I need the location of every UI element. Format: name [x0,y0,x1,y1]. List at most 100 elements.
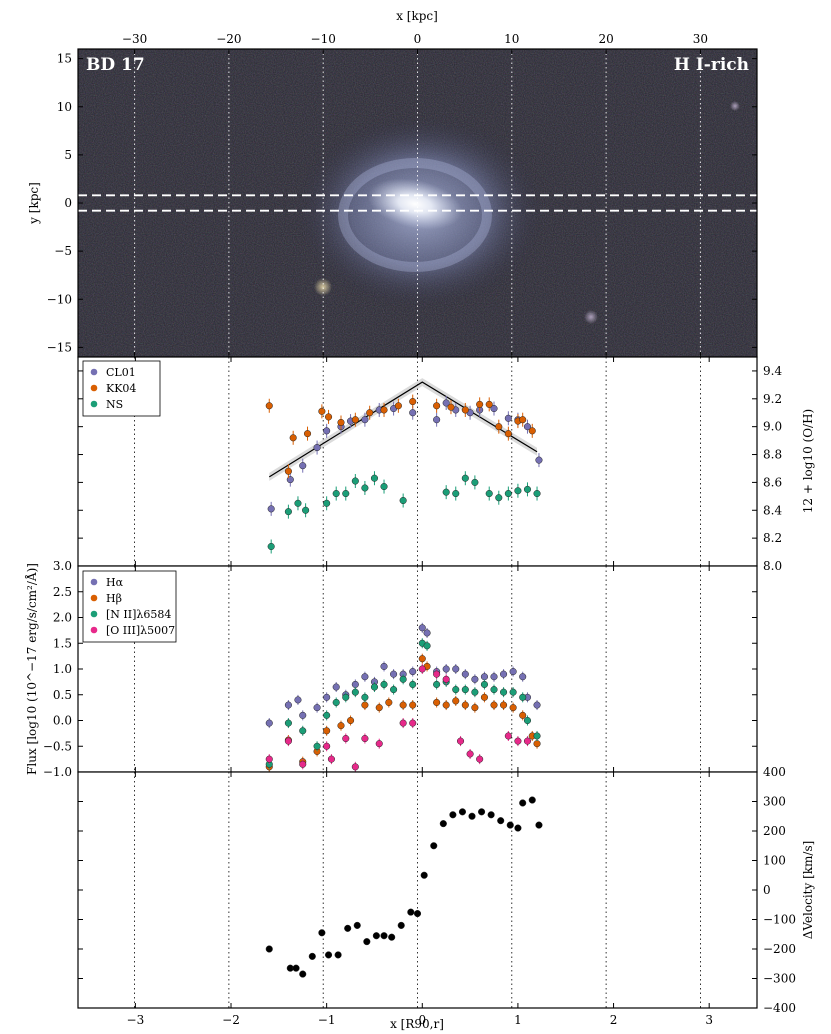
point-velocity [535,821,543,829]
foreground-star [730,101,740,111]
point-h [265,719,273,727]
point-h [423,629,431,637]
y-tick-label: 0.5 [53,688,72,702]
point-h [519,673,527,681]
legend-label-KK04: KK04 [106,382,136,395]
y-tick-label: 0 [763,883,771,897]
point-velocity [430,842,438,850]
point-n-ii-6584 [342,693,350,701]
point-h [380,662,388,670]
point-n-ii-6584 [452,686,460,694]
point-velocity [487,811,495,819]
point-h [480,673,488,681]
x-tick-label: −20 [216,32,241,46]
point-ns [485,489,493,498]
point-kk04 [318,407,326,415]
y-tick-label: 8.8 [763,448,782,462]
point-o-iii-5007 [456,737,465,745]
point-ns [267,542,275,551]
y-tick-label: 2.0 [53,611,72,625]
point-kk04 [485,400,493,408]
point-kk04 [366,409,374,417]
point-h [385,698,393,707]
point-n-ii-6584 [332,698,340,707]
point-velocity [519,799,527,807]
point-velocity [308,952,316,960]
point-kk04 [394,402,402,410]
point-kk04 [528,427,536,435]
y-tick-label: 9.4 [763,364,782,378]
point-velocity [344,924,352,932]
foreground-star [314,278,332,296]
legend-marker-NS [90,400,98,408]
point-ns [533,489,541,498]
flux-legend: Hα Hβ [N II]λ6584 [O III]λ5007 [82,570,177,643]
point-ns [442,488,450,496]
image-y-axis-label: y [kpc] [27,182,41,225]
point-kk04 [284,467,292,475]
point-h [490,673,498,681]
point-n-ii-6584 [370,683,379,691]
point-o-iii-5007 [284,737,292,745]
metallicity-legend: CL01 KK04 NS [82,360,161,417]
point-n-ii-6584 [399,675,407,683]
point-n-ii-6584 [509,688,517,696]
point-n-ii-6584 [313,742,321,750]
point-velocity [380,932,388,940]
y-tick-label: −5 [54,244,72,258]
point-velocity [407,908,415,916]
point-cl01 [313,444,321,452]
point-h [323,693,331,701]
point-ns [332,489,340,498]
point-h [399,701,407,709]
point-velocity [506,821,514,829]
point-h [409,701,417,709]
point-o-iii-5007 [476,755,484,763]
point-n-ii-6584 [490,686,498,694]
point-o-iii-5007 [265,755,273,763]
y-tick-label: −100 [763,913,796,927]
point-cl01 [299,462,307,470]
point-velocity [439,820,447,828]
point-h [452,697,460,705]
point-h [442,701,450,709]
point-velocity [497,817,505,825]
point-h [461,670,469,678]
point-velocity [413,910,422,918]
legend-label-hbeta: Hβ [106,592,122,605]
y-tick-label: 2.5 [53,585,72,599]
point-h [313,704,321,712]
point-h [284,701,292,709]
galaxy-bulge [367,178,463,230]
y-tick-label: 300 [763,795,786,809]
velocity-panel: −3 −2 −1 0 1 2 3−400−300−200−1000100200300400 … [77,765,815,1031]
x-tick-label: −3 [127,1013,145,1027]
x-tick-label: −2 [222,1013,240,1027]
legend-marker-halpha [90,578,98,586]
legend-label-NS: NS [106,398,123,411]
point-h [533,701,541,709]
point-h [409,668,417,676]
point-ns [323,499,331,507]
point-h [500,670,508,678]
y-tick-label: 8.4 [763,503,782,517]
point-cl01 [267,505,275,513]
point-o-iii-5007 [327,755,335,763]
point-cl01 [409,409,417,417]
point-h [480,693,488,701]
flux-y-axis-label: Flux [log10 (10^−17 erg/s/cm²/Å)] [24,563,39,775]
y-tick-label: 400 [763,765,786,779]
point-h [337,722,345,730]
point-o-iii-5007 [409,719,417,727]
y-tick-label: 200 [763,824,786,838]
point-kk04 [409,398,417,406]
legend-marker-CL01 [90,368,98,376]
y-tick-label: 3.0 [53,559,72,573]
point-ns [370,474,379,482]
legend-marker-nii [90,610,98,618]
point-cl01 [490,405,498,413]
point-n-ii-6584 [500,688,508,696]
legend-label-CL01: CL01 [106,366,136,379]
y-tick-label: −15 [47,340,72,354]
